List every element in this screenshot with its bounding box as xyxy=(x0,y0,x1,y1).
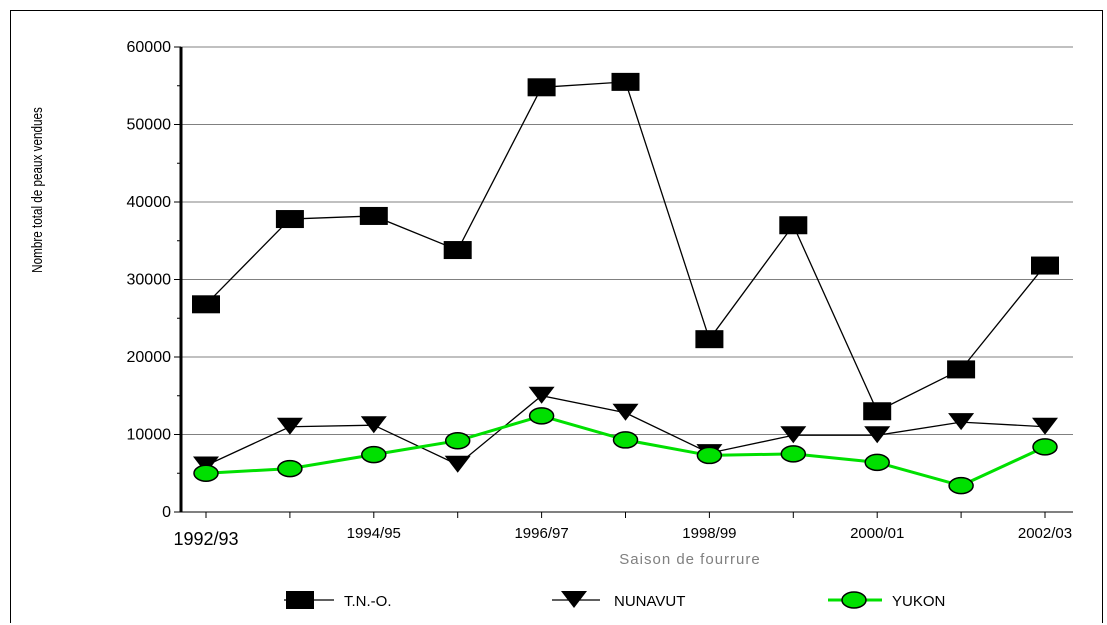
x-tick-label: 2002/03 xyxy=(1018,525,1072,542)
square-marker xyxy=(947,360,976,379)
x-tick-label: 1998/99 xyxy=(682,525,736,542)
circle-marker xyxy=(780,445,807,463)
square-marker xyxy=(779,216,808,235)
circle-marker xyxy=(528,407,555,425)
square-marker xyxy=(611,72,640,91)
y-tick-label: 30000 xyxy=(127,272,172,289)
chart-frame xyxy=(10,10,1103,623)
series-layer xyxy=(192,72,1059,495)
circle-marker xyxy=(696,446,723,465)
triangle-marker xyxy=(612,403,639,421)
y-axis-label: Nombre total de peaux vendues xyxy=(29,107,46,273)
series-triangle-down xyxy=(193,386,1058,474)
y-tick-label: 60000 xyxy=(127,39,172,56)
square-marker xyxy=(359,206,388,225)
circle-marker xyxy=(1032,438,1058,456)
triangle-marker xyxy=(1032,417,1058,435)
x-tick-label: 1994/95 xyxy=(347,525,401,542)
circle-marker xyxy=(612,431,639,449)
circle-marker xyxy=(277,459,303,478)
x-tick-label: 1992/93 xyxy=(173,529,238,549)
legend-label: YUKON xyxy=(892,593,945,610)
triangle-marker xyxy=(780,426,807,444)
circle-marker xyxy=(948,476,974,495)
x-axis-ticks: 1992/93 1994/95 1996/97 1998/99 2000/01 2002/… xyxy=(173,512,1072,549)
legend-label: T.N.-O. xyxy=(344,593,392,610)
x-tick-label: 2000/01 xyxy=(850,525,904,542)
square-marker xyxy=(275,210,304,229)
series-square xyxy=(192,72,1059,421)
square-marker xyxy=(527,78,556,97)
legend-item: YUKON xyxy=(828,591,945,610)
x-axis-label: Saison de fourrure xyxy=(619,551,760,568)
triangle-marker xyxy=(444,455,471,473)
y-axis-ticks: 0 10000 20000 30000 40000 50000 60000 xyxy=(127,39,181,521)
triangle-marker xyxy=(561,591,587,608)
series-line xyxy=(205,81,1046,413)
triangle-marker xyxy=(528,386,555,404)
square-marker xyxy=(695,330,724,349)
legend: T.N.-O. NUNAVUT YUKON xyxy=(284,591,945,610)
legend-item: T.N.-O. xyxy=(284,591,392,610)
square-marker xyxy=(286,591,314,609)
square-marker xyxy=(192,295,220,314)
legend-item: NUNAVUT xyxy=(552,591,685,610)
square-marker xyxy=(1031,256,1059,275)
triangle-marker xyxy=(276,417,303,435)
circle-marker xyxy=(361,445,387,464)
circle-marker xyxy=(193,464,219,482)
triangle-marker xyxy=(864,426,891,444)
y-tick-label: 40000 xyxy=(127,194,172,211)
y-tick-label: 50000 xyxy=(127,117,172,134)
y-tick-label: 20000 xyxy=(127,349,172,366)
circle-marker xyxy=(444,431,471,450)
x-tick-label: 1996/97 xyxy=(514,525,568,542)
circle-marker xyxy=(864,453,890,472)
triangle-marker xyxy=(360,416,387,434)
circle-marker xyxy=(841,591,867,609)
triangle-marker xyxy=(948,413,975,431)
gridlines xyxy=(181,46,1073,435)
square-marker xyxy=(863,402,892,421)
y-tick-label: 0 xyxy=(162,504,171,521)
series-circle xyxy=(193,407,1058,495)
y-tick-label: 10000 xyxy=(127,427,172,444)
square-marker xyxy=(443,241,472,260)
legend-label: NUNAVUT xyxy=(614,593,685,610)
